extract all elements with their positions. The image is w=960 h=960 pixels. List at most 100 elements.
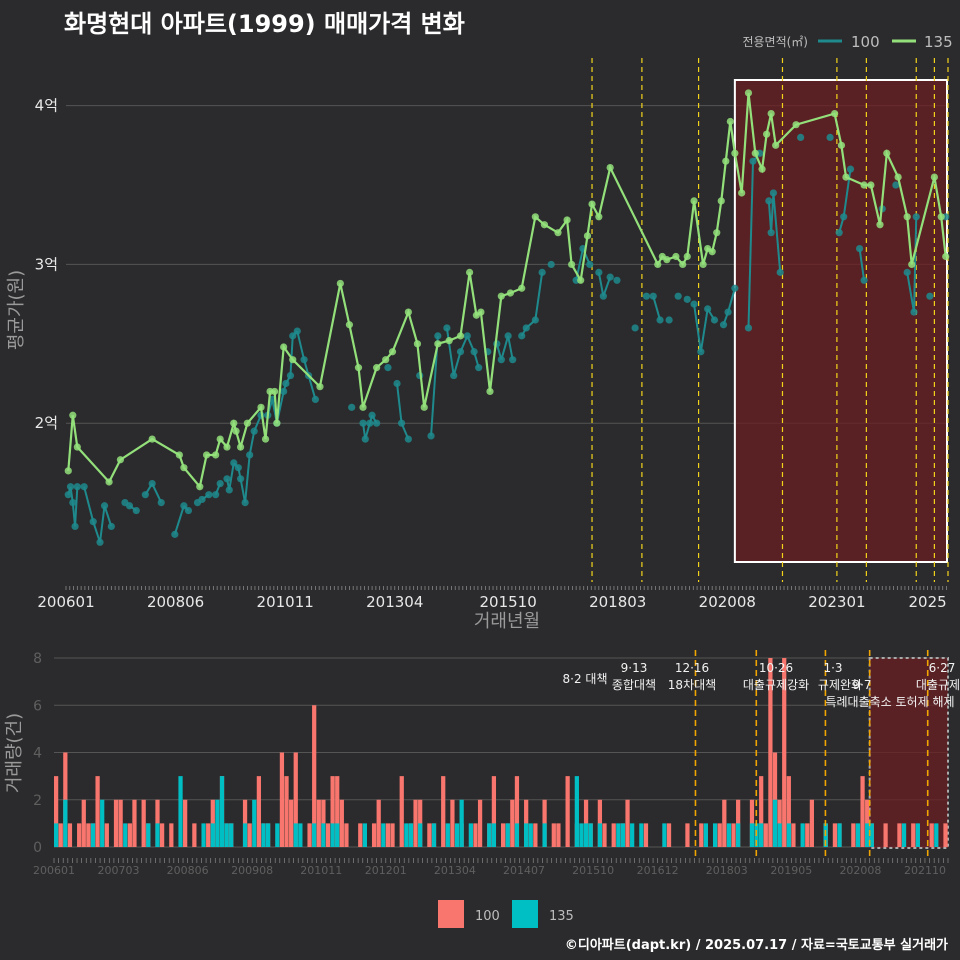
series-100-point [475,364,483,372]
bar-100 [330,776,335,847]
series-100-segment [83,486,95,522]
bar-135 [219,776,225,847]
bar-100 [643,823,649,847]
bar-x-tick-label: 200703 [98,864,140,877]
bar-x-tick-label: 200908 [231,864,273,877]
bar-135 [505,823,510,847]
series-100-point [504,332,512,340]
volume-bar-chart: 0 2 4 6 8 8·2 대책 9·13 종합대책 12·16 18차대책 10·26 대출규제강화… [4,650,960,928]
series-100-point [765,197,773,205]
series-135-point [232,427,240,435]
series-100-segment [239,478,247,503]
series-100-point [223,475,231,483]
series-135-point [316,383,324,391]
bar-legend-100-label: 100 [475,909,500,924]
series-135-point [180,464,188,472]
bar-135 [445,823,450,847]
y-axis-title: 평균가(원) [6,270,27,350]
series-135-point [388,348,397,356]
bar-135 [777,823,782,847]
bar-100 [897,823,902,847]
bar-100 [450,799,455,847]
series-135-point [568,260,576,269]
policy-label: 8·2 대책 [563,671,608,686]
bar-legend-135-swatch [512,900,538,928]
series-100-point [776,268,784,276]
bar-100 [699,823,704,847]
series-100-point [73,483,81,491]
series-100-segment [296,330,306,360]
bar-135 [630,823,635,847]
bar-135 [749,823,755,847]
series-100-point [293,327,301,335]
series-135-point [663,256,671,264]
series-135-point [942,252,950,261]
bar-135 [837,823,842,847]
bar-100 [786,776,791,847]
series-135-point [588,200,596,208]
series-100-point [205,491,213,499]
bar-100 [911,823,916,847]
x-tick-label: 201011 [257,593,314,611]
bar-100 [95,776,100,847]
series-135-point [413,340,422,348]
bar-135 [583,823,589,847]
bar-100 [551,823,556,847]
bar-135 [712,823,718,847]
series-100-point [348,403,356,411]
series-100-point [286,371,295,380]
bar-100 [731,823,736,847]
bar-135 [786,823,791,847]
series-135-point [683,252,691,261]
bar-100 [441,776,446,847]
source-footer: ©디아파트(dapt.kr) / 2025.07.17 / 자료=국토교통부 실… [564,938,948,953]
series-135-point [465,268,474,276]
series-135-point [273,419,281,427]
bar-135 [146,823,151,847]
series-100-point [434,332,442,340]
bar-100 [284,776,289,847]
series-100-point [289,332,297,340]
bar-100 [344,823,349,847]
series-100-point [665,316,673,324]
series-100-point [683,295,691,303]
bar-100 [316,799,321,847]
bar-135 [293,823,298,847]
series-100-segment [693,303,702,352]
bar-100 [54,776,59,847]
series-100-point [125,502,134,510]
bar-135 [662,823,667,847]
bar-135 [229,823,234,847]
series-100-point [157,499,165,507]
chart-title: 화명현대 아파트(1999) 매매가격 변화 [64,10,465,38]
series-100-point [393,379,401,388]
bar-135 [620,823,626,847]
bar-100 [860,776,865,847]
series-100-point [767,229,775,237]
series-100-point [300,356,308,364]
series-135-point [867,181,875,189]
series-100-segment [597,272,605,297]
series-135-point [860,181,868,189]
bar-100 [132,799,137,847]
series-135-point [336,279,344,288]
bar-100 [602,823,607,847]
y-tick-label: 4억 [35,97,58,115]
series-135-point [540,221,549,229]
series-135-point [772,141,780,149]
bar-x-tick-label: 202008 [839,864,881,877]
policy-label: 대출규제강화 [743,678,809,692]
bar-100 [929,823,934,847]
bar-135 [454,823,460,847]
bar-135 [408,823,414,847]
series-135-point [831,109,839,118]
price-line-chart: 2억 3억 4억 200601 200806 201011 201304 201510 2018… [6,33,953,632]
bar-135 [54,823,59,847]
series-135-point [744,89,753,97]
series-135-point [434,340,442,348]
bar-100 [477,799,483,847]
bar-100 [533,823,538,847]
bar-100 [514,776,520,847]
bar-135 [915,823,920,847]
series-135-point [196,483,204,491]
